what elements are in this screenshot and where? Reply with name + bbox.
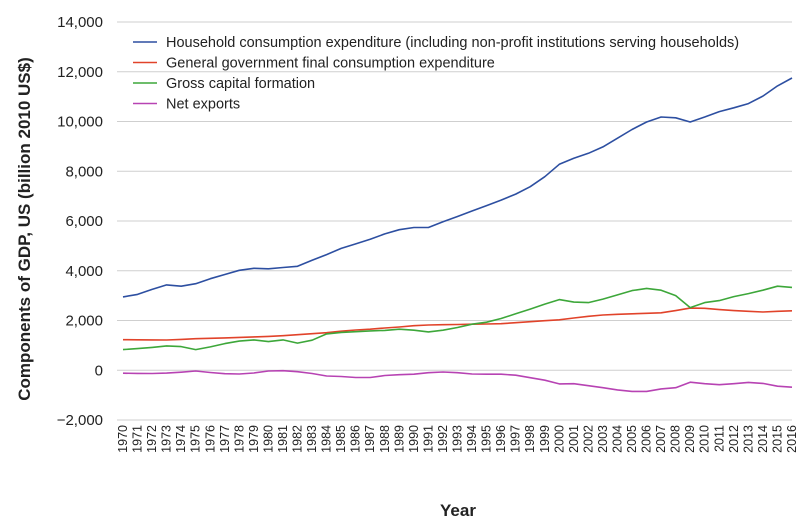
x-tick-label: 2011 (712, 425, 726, 452)
legend: Household consumption expenditure (inclu… (133, 35, 739, 113)
x-tick-label: 1971 (131, 425, 145, 453)
x-tick-label: 2013 (741, 425, 755, 453)
x-tick-label: 2010 (698, 425, 712, 453)
x-tick-label: 1975 (189, 425, 203, 453)
x-tick-label: 2002 (581, 425, 595, 453)
x-tick-label: 1997 (509, 425, 523, 453)
x-tick-label: 1988 (378, 425, 392, 453)
x-tick-label: 1996 (494, 425, 508, 453)
legend-label: Net exports (166, 97, 240, 113)
x-tick-label: 2008 (669, 425, 683, 453)
x-tick-label: 2000 (552, 425, 566, 453)
x-tick-label: 1986 (349, 425, 363, 453)
x-axis-title: Year (440, 501, 476, 520)
legend-label: General government final consumption exp… (166, 56, 495, 72)
x-tick-label: 1985 (334, 425, 348, 453)
y-tick-label: 4,000 (65, 263, 103, 280)
x-tick-label: 1978 (232, 425, 246, 453)
y-axis-title: Components of GDP, US (billion 2010 US$) (15, 57, 34, 401)
x-tick-label: 1984 (320, 425, 334, 453)
y-tick-label: 12,000 (57, 64, 103, 81)
x-tick-label: 1983 (305, 425, 319, 453)
x-tick-label: 1977 (218, 425, 232, 453)
x-tick-label: 2007 (654, 425, 668, 453)
x-tick-label: 1991 (421, 425, 435, 453)
x-tick-label: 1995 (480, 425, 494, 453)
y-tick-label: 8,000 (65, 163, 103, 180)
x-tick-label: 1980 (261, 425, 275, 453)
x-tick-label: 1993 (451, 425, 465, 453)
x-tick-label: 2003 (596, 425, 610, 453)
y-tick-label: 0 (95, 362, 103, 379)
x-tick-label: 2015 (770, 425, 784, 453)
y-tick-label: −2,000 (57, 412, 103, 429)
x-tick-label: 1972 (145, 425, 159, 453)
x-tick-label: 1990 (407, 425, 421, 453)
x-tick-label: 1979 (247, 425, 261, 453)
x-tick-label: 2016 (785, 425, 799, 453)
x-tick-label: 2014 (756, 425, 770, 453)
x-tick-label: 1989 (392, 425, 406, 453)
x-tick-label: 2006 (640, 425, 654, 453)
y-tick-label: 10,000 (57, 114, 103, 131)
series-lines (122, 77, 793, 393)
y-tick-label: 6,000 (65, 213, 103, 230)
x-tick-label: 1973 (160, 425, 174, 453)
x-tick-label: 2009 (683, 425, 697, 453)
x-tick-label: 1974 (174, 425, 188, 453)
x-tick-label: 1981 (276, 425, 290, 453)
series-line-2 (122, 285, 793, 351)
x-axis-tick-labels: 1970 1971 1972 1973 1974 1975 1976 1977 1978 1979… (116, 425, 799, 453)
x-tick-label: 1994 (465, 425, 479, 453)
x-tick-label: 2005 (625, 425, 639, 453)
series-line-1 (122, 307, 793, 341)
y-tick-label: 2,000 (65, 313, 103, 330)
x-tick-label: 2004 (610, 425, 624, 453)
x-tick-label: 1998 (523, 425, 537, 453)
legend-label: Gross capital formation (166, 76, 315, 92)
gridlines (117, 21, 792, 421)
x-tick-label: 1982 (291, 425, 305, 453)
legend-label: Household consumption expenditure (inclu… (166, 35, 739, 51)
x-tick-label: 1992 (436, 425, 450, 453)
x-tick-label: 1987 (363, 425, 377, 453)
series-line-3 (122, 369, 793, 393)
x-tick-label: 1999 (538, 425, 552, 453)
x-tick-label: 1976 (203, 425, 217, 453)
x-tick-label: 1970 (116, 425, 130, 453)
series-line-0 (122, 77, 793, 298)
x-tick-label: 2012 (727, 425, 741, 453)
y-axis-tick-labels: 14,000 12,000 10,000 8,000 6,000 4,000 2,000 0 −… (57, 14, 103, 429)
y-tick-label: 14,000 (57, 14, 103, 31)
x-tick-label: 2001 (567, 425, 581, 453)
